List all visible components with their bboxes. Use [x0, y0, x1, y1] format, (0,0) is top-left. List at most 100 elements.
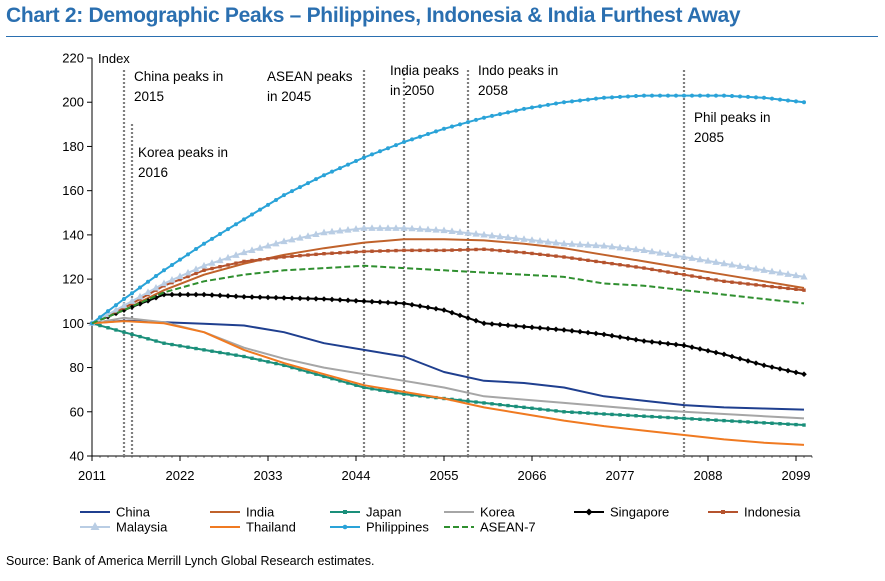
series-marker — [578, 98, 582, 103]
series-marker — [250, 356, 254, 360]
series-line — [91, 264, 805, 325]
series-marker — [362, 385, 366, 390]
series-marker — [578, 410, 582, 415]
series-marker — [322, 251, 326, 256]
series-marker — [329, 296, 335, 303]
series-marker — [432, 226, 440, 233]
series-marker — [265, 294, 271, 301]
series-marker — [762, 284, 766, 288]
series-marker — [258, 358, 262, 362]
series-marker — [202, 348, 206, 352]
series-marker — [480, 230, 488, 238]
series-marker — [200, 261, 208, 269]
series-marker — [674, 416, 678, 420]
series-marker — [122, 330, 126, 334]
series-marker — [322, 173, 326, 178]
series-marker — [720, 259, 728, 267]
series-korea — [91, 316, 805, 420]
series-marker — [746, 282, 750, 286]
series-marker — [496, 232, 504, 240]
chart-title: Chart 2: Demographic Peaks – Philippines… — [6, 4, 741, 27]
legend-marker — [343, 510, 347, 514]
series-marker — [290, 365, 294, 370]
series-marker — [698, 275, 702, 280]
series-marker — [274, 197, 278, 202]
legend-label: Korea — [480, 505, 515, 520]
series-marker — [784, 270, 792, 277]
series-marker — [314, 177, 318, 182]
series-marker — [288, 235, 296, 243]
series-marker — [650, 414, 654, 419]
y-tick-label: 80 — [70, 360, 84, 375]
legend-label: Indonesia — [744, 505, 801, 520]
series-marker — [162, 341, 166, 345]
series-marker — [210, 349, 214, 353]
series-marker — [450, 124, 454, 129]
peak-annotation: 2015 — [134, 89, 164, 104]
x-tick-label: 2088 — [694, 468, 723, 483]
series-marker — [146, 337, 150, 341]
series-marker — [776, 268, 784, 276]
series-marker — [266, 257, 270, 261]
series-marker — [641, 338, 647, 344]
series-marker — [298, 185, 302, 190]
series-marker — [546, 102, 550, 107]
series-marker — [394, 391, 398, 395]
series-marker — [242, 354, 246, 359]
series-group — [88, 93, 808, 446]
series-marker — [633, 336, 639, 343]
series-marker — [608, 242, 616, 250]
series-marker — [530, 105, 534, 110]
series-marker — [546, 253, 550, 257]
x-tick-label: 2022 — [166, 468, 195, 483]
legend-marker — [721, 510, 725, 514]
series-marker — [602, 95, 606, 100]
series-marker — [640, 246, 648, 253]
series-marker — [602, 260, 606, 265]
series-marker — [369, 298, 375, 305]
series-marker — [568, 240, 576, 247]
series-marker — [778, 97, 782, 102]
series-marker — [185, 291, 191, 298]
series-marker — [168, 275, 176, 283]
series-marker — [514, 404, 518, 409]
series-marker — [520, 235, 528, 242]
series-marker — [626, 94, 630, 99]
series-marker — [553, 326, 559, 333]
series-marker — [730, 280, 734, 284]
series-marker — [394, 143, 398, 148]
series-marker — [554, 409, 558, 413]
series-marker — [386, 146, 390, 151]
series-marker — [266, 202, 270, 207]
series-marker — [706, 418, 710, 422]
series-marker — [658, 93, 662, 98]
series-marker — [98, 323, 102, 328]
series-marker — [456, 228, 464, 235]
series-marker — [441, 307, 447, 313]
y-axis-label: Index — [98, 51, 130, 66]
series-marker — [282, 255, 286, 259]
series-marker — [290, 254, 294, 259]
series-marker — [346, 381, 350, 385]
series-marker — [224, 253, 232, 261]
peak-annotation: ASEAN peaks — [267, 69, 353, 84]
legend-label: ASEAN-7 — [480, 520, 536, 535]
series-marker — [201, 291, 207, 298]
series-marker — [314, 252, 318, 257]
series-marker — [490, 402, 494, 406]
series-marker — [353, 297, 359, 304]
series-marker — [274, 256, 278, 260]
series-marker — [384, 224, 392, 231]
series-marker — [448, 227, 456, 234]
series-marker — [186, 274, 190, 279]
series-marker — [338, 166, 342, 171]
series-marker — [642, 93, 646, 98]
series-marker — [385, 299, 391, 306]
series-marker — [594, 259, 598, 264]
series-marker — [544, 237, 552, 245]
series-marker — [162, 268, 166, 273]
series-marker — [536, 237, 544, 244]
series-marker — [481, 320, 487, 327]
series-marker — [658, 269, 662, 273]
series-marker — [698, 93, 702, 98]
